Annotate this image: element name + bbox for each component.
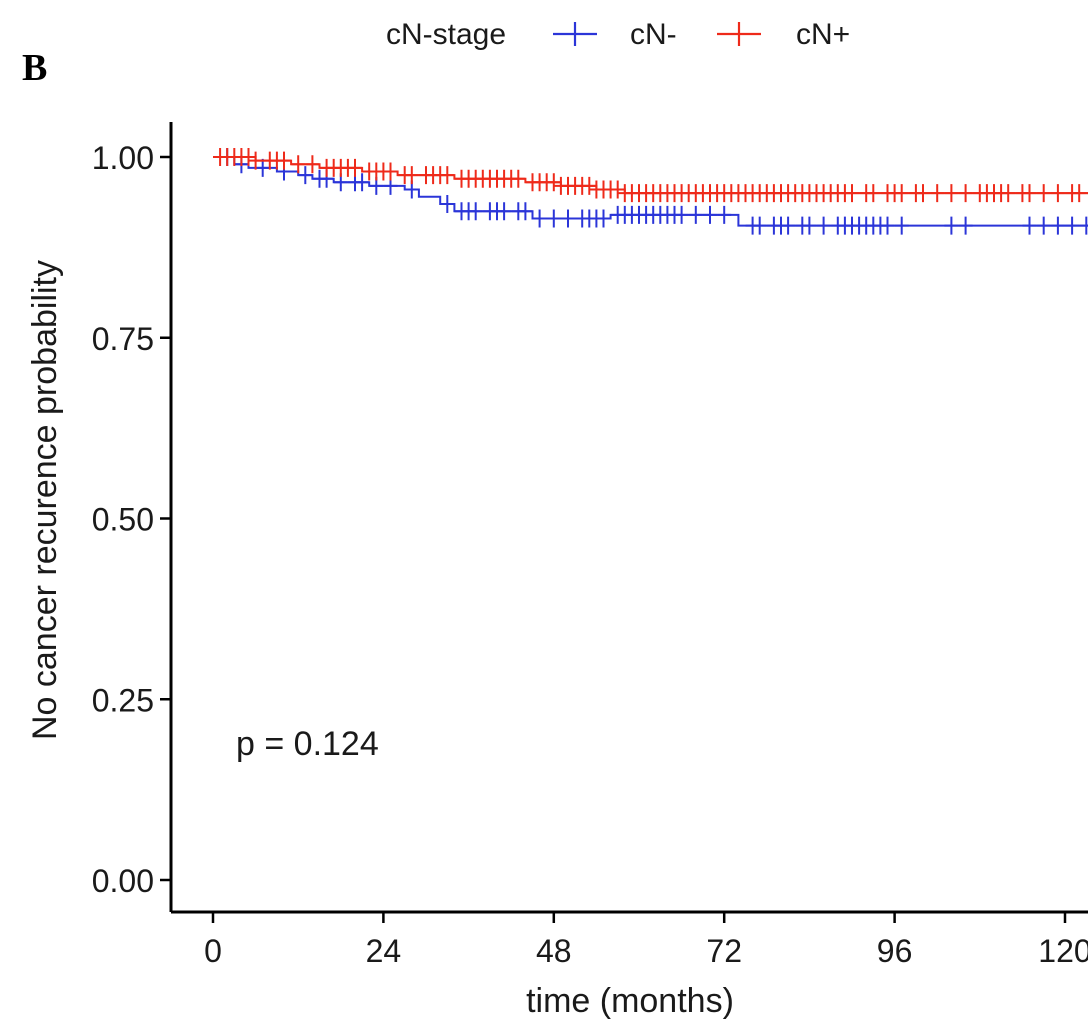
legend-key-cn-neg: [553, 22, 597, 46]
censor-mark: [1079, 216, 1088, 235]
censor-mark: [355, 173, 370, 192]
legend-key-cn-pos: [717, 22, 761, 46]
censor-mark: [440, 166, 455, 185]
censor-mark: [305, 155, 320, 174]
censor-mark: [717, 205, 732, 224]
censor-mark: [383, 162, 398, 181]
censor-mark: [497, 202, 512, 221]
censor-mark: [1050, 216, 1065, 235]
y-tick-label: 0.50: [92, 502, 154, 538]
y-tick-label: 0.00: [92, 863, 154, 899]
x-tick-label: 96: [877, 933, 913, 969]
censor-mark: [894, 216, 909, 235]
y-tick-label: 0.75: [92, 321, 154, 357]
censor-mark: [802, 216, 817, 235]
censor-mark: [248, 151, 263, 170]
censor-mark: [532, 209, 547, 228]
censor-mark: [440, 194, 455, 213]
y-tick-label: 0.25: [92, 682, 154, 718]
censor-mark: [404, 166, 419, 185]
censor-mark: [944, 184, 959, 203]
censor-mark: [930, 184, 945, 203]
censor-mark: [291, 155, 306, 174]
censor-mark: [1036, 216, 1051, 235]
x-tick-label: 48: [536, 933, 572, 969]
censor-mark: [916, 184, 930, 203]
axes: 0.00 0.25 0.50 0.75 1.00 0 24 48 72 96 120: [92, 122, 1088, 969]
censor-mark: [241, 148, 256, 166]
p-value-annotation: p = 0.124: [236, 725, 379, 763]
censor-mark: [1050, 184, 1065, 203]
censor-mark: [816, 216, 831, 235]
censor-mark: [1022, 216, 1037, 235]
censor-mark: [468, 202, 483, 221]
censor-mark: [298, 166, 313, 185]
censor-mark: [1001, 184, 1016, 203]
censor-mark: [546, 209, 561, 228]
legend-label-cn-neg: cN-: [630, 18, 677, 51]
censor-mark: [752, 216, 767, 235]
censor-mark: [596, 209, 611, 228]
series-cn-pos: [213, 148, 1088, 203]
censor-mark: [610, 180, 625, 199]
censor-mark: [1022, 184, 1037, 203]
censor-mark: [880, 216, 895, 235]
legend-label-cn-pos: cN+: [796, 18, 850, 51]
censor-mark: [944, 216, 959, 235]
x-axis-label: time (months): [526, 982, 734, 1020]
plot-area: [213, 148, 1088, 235]
censor-mark: [1036, 184, 1051, 203]
censor-mark: [582, 176, 597, 195]
y-axis-label: No cancer recurence probability: [26, 260, 64, 740]
censor-mark: [688, 205, 703, 224]
censor-mark: [518, 202, 533, 221]
censor-mark: [561, 209, 575, 228]
censor-mark: [781, 216, 796, 235]
censor-mark: [674, 205, 689, 224]
censor-mark: [958, 216, 973, 235]
panel-label: B: [22, 47, 47, 89]
censor-mark: [703, 205, 717, 224]
censor-mark: [845, 184, 859, 203]
censor-mark: [255, 158, 270, 177]
x-tick-label: 0: [204, 933, 222, 969]
x-tick-label: 120: [1038, 933, 1088, 969]
legend: cN-stage cN-cN+: [386, 18, 850, 51]
censor-mark: [958, 184, 973, 203]
x-tick-label: 72: [706, 933, 742, 969]
censor-mark: [546, 173, 561, 192]
censor-mark: [866, 184, 881, 203]
censor-mark: [894, 184, 909, 203]
censor-mark: [1072, 184, 1087, 203]
legend-title: cN-stage: [386, 18, 506, 51]
censor-mark: [277, 151, 291, 170]
censor-mark: [511, 169, 526, 188]
x-tick-label: 24: [366, 933, 402, 969]
censor-mark: [348, 158, 362, 177]
censor-mark: [1065, 216, 1080, 235]
y-tick-label: 1.00: [92, 140, 154, 176]
survival-curve: [213, 156, 1088, 195]
series-cn-neg: [213, 148, 1088, 235]
